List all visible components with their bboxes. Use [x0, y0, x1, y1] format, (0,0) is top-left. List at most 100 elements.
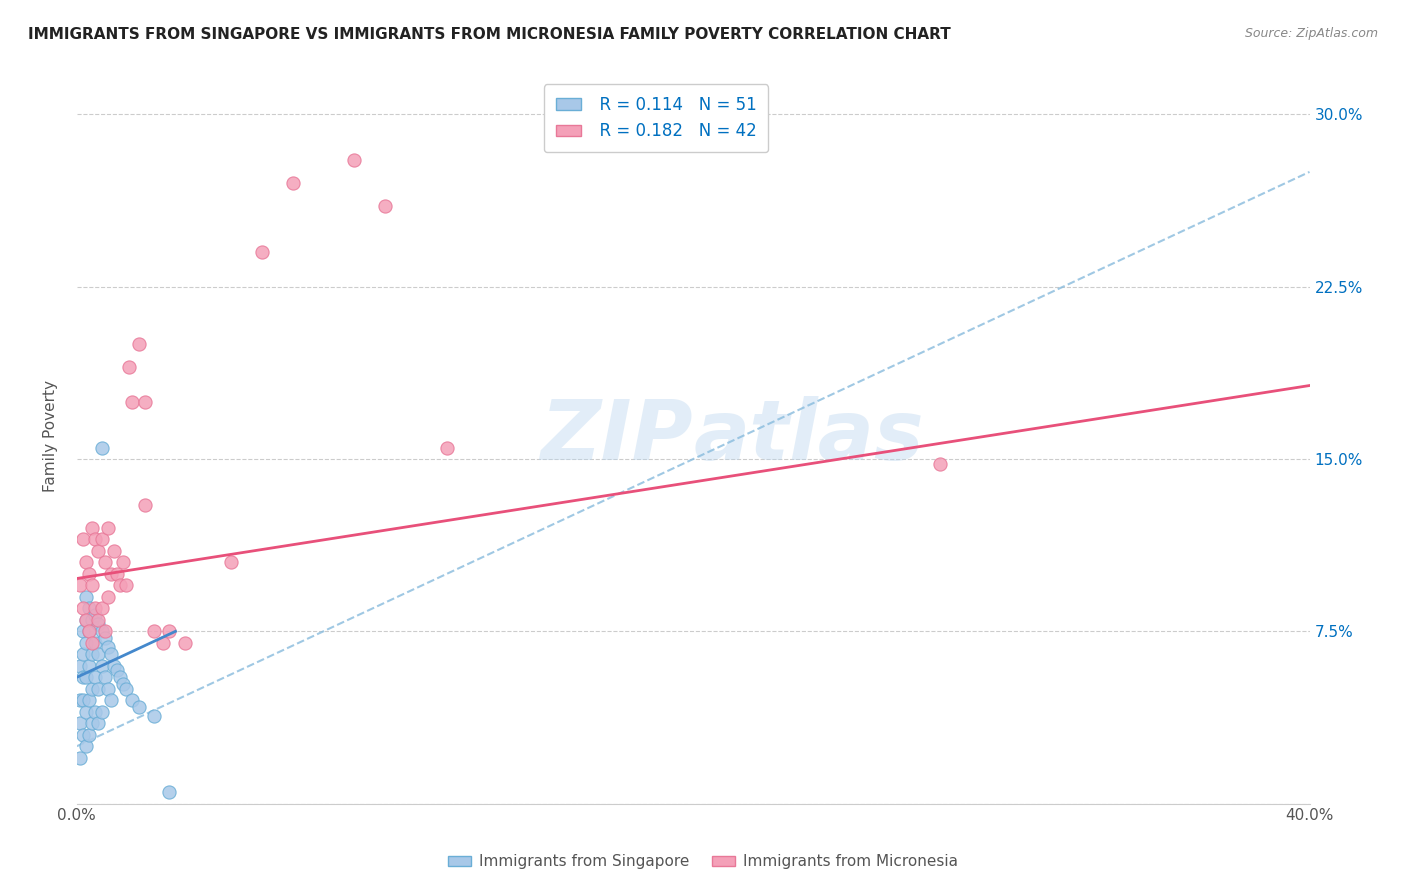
Point — [219, 556, 242, 570]
Point — [281, 177, 304, 191]
Point — [93, 670, 115, 684]
Legend:   R = 0.114   N = 51,   R = 0.182   N = 42: R = 0.114 N = 51, R = 0.182 N = 42 — [544, 84, 769, 152]
Point — [72, 533, 94, 547]
Point — [82, 681, 104, 696]
Point — [157, 624, 180, 639]
Point — [128, 700, 150, 714]
Point — [84, 533, 107, 547]
Point — [77, 728, 100, 742]
Point — [87, 544, 110, 558]
Point — [100, 566, 122, 581]
Point — [82, 578, 104, 592]
Point — [87, 613, 110, 627]
Point — [121, 394, 143, 409]
Point — [374, 199, 396, 213]
Point — [69, 578, 91, 592]
Point — [75, 613, 97, 627]
Y-axis label: Family Poverty: Family Poverty — [44, 380, 58, 492]
Point — [75, 670, 97, 684]
Text: IMMIGRANTS FROM SINGAPORE VS IMMIGRANTS FROM MICRONESIA FAMILY POVERTY CORRELATI: IMMIGRANTS FROM SINGAPORE VS IMMIGRANTS … — [28, 27, 950, 42]
Point — [75, 556, 97, 570]
Point — [343, 153, 366, 168]
Point — [108, 670, 131, 684]
Point — [75, 613, 97, 627]
Point — [103, 658, 125, 673]
Point — [82, 521, 104, 535]
Legend: Immigrants from Singapore, Immigrants from Micronesia: Immigrants from Singapore, Immigrants fr… — [443, 848, 963, 875]
Point — [69, 750, 91, 764]
Point — [72, 624, 94, 639]
Point — [77, 624, 100, 639]
Text: Source: ZipAtlas.com: Source: ZipAtlas.com — [1244, 27, 1378, 40]
Point — [115, 578, 138, 592]
Point — [72, 648, 94, 662]
Point — [250, 245, 273, 260]
Point — [97, 640, 120, 655]
Point — [77, 658, 100, 673]
Point — [928, 457, 950, 471]
Point — [87, 617, 110, 632]
Point — [77, 566, 100, 581]
Point — [72, 693, 94, 707]
Point — [82, 648, 104, 662]
Point — [82, 716, 104, 731]
Point — [105, 566, 128, 581]
Point — [93, 631, 115, 645]
Point — [90, 658, 112, 673]
Point — [77, 601, 100, 615]
Point — [84, 705, 107, 719]
Point — [90, 441, 112, 455]
Point — [82, 636, 104, 650]
Point — [77, 693, 100, 707]
Point — [97, 521, 120, 535]
Point — [157, 785, 180, 799]
Point — [69, 693, 91, 707]
Point — [112, 556, 135, 570]
Point — [69, 716, 91, 731]
Point — [72, 601, 94, 615]
Point — [115, 681, 138, 696]
Point — [152, 636, 174, 650]
Text: ZIP: ZIP — [540, 395, 693, 476]
Point — [142, 709, 165, 723]
Point — [100, 648, 122, 662]
Point — [103, 544, 125, 558]
Point — [75, 705, 97, 719]
Point — [105, 664, 128, 678]
Text: atlas: atlas — [693, 395, 924, 476]
Point — [84, 608, 107, 623]
Point — [173, 636, 195, 650]
Point — [87, 716, 110, 731]
Point — [108, 578, 131, 592]
Point — [69, 658, 91, 673]
Point — [84, 601, 107, 615]
Point — [112, 677, 135, 691]
Point — [82, 613, 104, 627]
Point — [100, 693, 122, 707]
Point — [97, 590, 120, 604]
Point — [75, 590, 97, 604]
Point — [90, 533, 112, 547]
Point — [90, 624, 112, 639]
Point — [128, 337, 150, 351]
Point — [142, 624, 165, 639]
Point — [97, 681, 120, 696]
Point — [134, 498, 156, 512]
Point — [77, 624, 100, 639]
Point — [84, 636, 107, 650]
Point — [72, 728, 94, 742]
Point — [90, 705, 112, 719]
Point — [436, 441, 458, 455]
Point — [134, 394, 156, 409]
Point — [118, 360, 141, 375]
Point — [121, 693, 143, 707]
Point — [93, 556, 115, 570]
Point — [84, 670, 107, 684]
Point — [75, 636, 97, 650]
Point — [90, 601, 112, 615]
Point — [93, 624, 115, 639]
Point — [72, 670, 94, 684]
Point — [87, 681, 110, 696]
Point — [75, 739, 97, 754]
Point — [87, 648, 110, 662]
